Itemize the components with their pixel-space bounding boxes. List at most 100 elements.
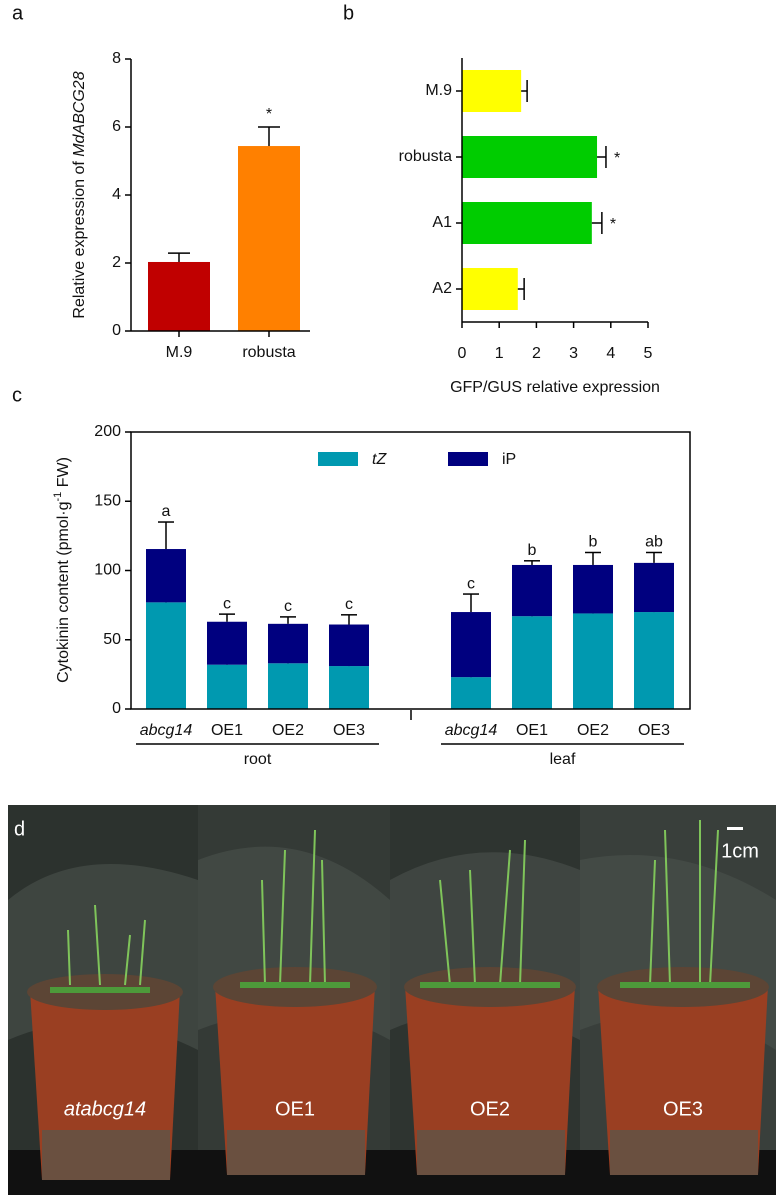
y-tick-label: 100 [94,562,121,579]
significance: * [614,150,620,167]
bar [462,268,518,310]
error-bar [258,126,280,147]
pot [215,985,375,1175]
pot [598,985,768,1175]
y-tick-label: 6 [112,118,121,135]
legend-swatch [448,452,488,466]
bar-segment [634,612,674,709]
x-tick-label: robusta [242,344,295,361]
bar-segment [573,564,613,614]
group-label: leaf [550,751,576,768]
error-bar [646,551,662,563]
photo-caption: OE1 [275,1098,315,1120]
bar-segment [207,664,247,709]
bar-segment [268,663,308,709]
y-tick-label: robusta [399,148,452,165]
x-tick-label: abcg14 [445,722,498,739]
photo-cloth [8,846,776,1050]
legend-swatch [318,452,358,466]
significance-letter: c [223,595,231,612]
y-tick-label: 0 [112,322,121,339]
bar-segment [573,613,613,709]
legend-label: tZ [372,451,387,468]
panel-label: d [14,818,25,840]
x-tick-label: OE3 [638,722,670,739]
error-bar [219,613,235,622]
x-tick-label: 5 [644,345,653,362]
significance-letter: ab [645,534,663,551]
y-tick-label: M.9 [425,82,452,99]
bar-segment [329,666,369,709]
significance: * [266,106,272,123]
axis-title-part: Cytokinin content (pmol·g [55,502,72,683]
y-tick-label: 4 [112,186,121,203]
y-tick-label: 50 [103,631,121,648]
error-bar [280,616,296,624]
x-tick-label: OE1 [211,722,243,739]
panel-label: c [12,384,22,406]
x-tick-label: 4 [606,345,615,362]
bar-segment [512,564,552,617]
plot-frame [130,431,691,710]
pot-base [227,1130,365,1175]
bar-segment [207,621,247,665]
photo-caption: atabcg14 [64,1098,146,1120]
significance-letter: c [345,596,353,613]
scale-bar [727,827,743,830]
x-tick-label: OE2 [272,722,304,739]
bar-segment [146,549,186,603]
bar [462,136,598,178]
x-tick-label: 1 [495,345,504,362]
plants [50,820,750,993]
bar [462,202,592,244]
x-tick-label: OE1 [516,722,548,739]
x-tick-label: 2 [532,345,541,362]
bar [148,261,210,331]
error-bar [521,80,528,102]
bar-segment [512,616,552,709]
panel-label: b [343,2,354,24]
pot-base [42,1130,170,1180]
error-bar [463,593,479,613]
axis-title: Cytokinin content (pmol·g-1 FW) [52,457,72,683]
axis-title: Relative expression of MdABCG28 [71,71,88,318]
x-tick-label: OE2 [577,722,609,739]
y-tick-label: 2 [112,254,121,271]
group-label: root [244,751,272,768]
bar [462,70,522,112]
error-bar [597,146,607,168]
error-bar [341,614,357,625]
error-bar [591,212,603,234]
panel-label: a [12,2,24,24]
error-bar [517,278,525,300]
bar-segment [146,602,186,709]
x-tick-label: OE3 [333,722,365,739]
bar-segment [451,612,491,678]
axis-title-part: Relative expression of [71,157,88,319]
bar-segment [329,624,369,667]
photo-caption: OE3 [663,1098,703,1120]
pots [27,967,769,1180]
axis-title-part: -1 [52,492,64,502]
error-bar [168,252,190,262]
pot-base [610,1130,758,1175]
x-tick-label: abcg14 [140,722,193,739]
photo-caption: OE2 [470,1098,510,1120]
y-tick-label: 200 [94,423,121,440]
significance-letter: c [284,598,292,615]
legend-label: iP [502,451,516,468]
x-tick-label: 3 [569,345,578,362]
y-tick-label: A2 [432,280,452,297]
significance: * [610,216,616,233]
bar-segment [451,677,491,709]
error-bar [585,551,601,565]
x-tick-label: M.9 [166,344,193,361]
y-tick-label: 150 [94,492,121,509]
y-tick-label: 8 [112,50,121,67]
error-bar [158,521,174,550]
bar [238,146,300,331]
axis-title-part: MdABCG28 [71,71,88,156]
y-tick-label: A1 [432,214,452,231]
pot-base [417,1130,565,1175]
